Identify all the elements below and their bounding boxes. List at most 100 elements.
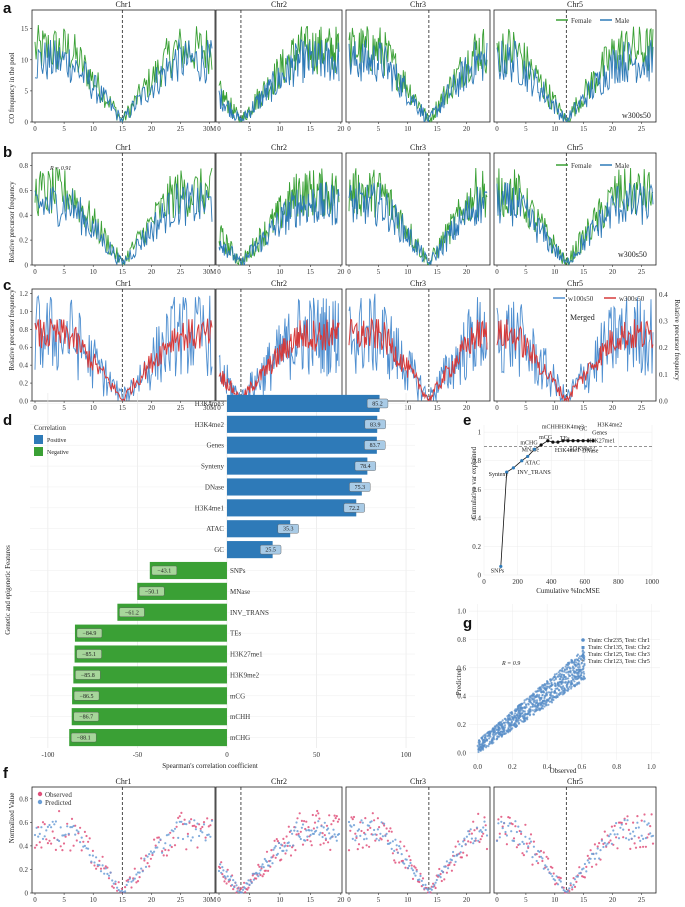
data-point (531, 856, 534, 859)
xtick-label: 200 (512, 578, 523, 586)
data-point (399, 840, 402, 843)
scatter-point (543, 695, 546, 699)
scatter-point (514, 712, 517, 715)
scatter-point (537, 704, 540, 707)
point-snps (499, 564, 503, 569)
data-point (495, 839, 499, 843)
value-label-box (119, 607, 145, 617)
data-point (167, 849, 170, 852)
xtick-label: 15 (580, 125, 588, 133)
scatter-point (496, 731, 500, 734)
scatter-point (545, 691, 548, 694)
scatter-point (531, 698, 535, 701)
scatter-point (562, 691, 565, 694)
data-point (107, 877, 111, 880)
ytick-label: 0.6 (19, 344, 28, 352)
data-point (589, 849, 592, 852)
data-point (162, 854, 165, 857)
data-point (414, 866, 417, 869)
data-point (297, 832, 300, 836)
data-point (370, 820, 373, 823)
data-point (385, 832, 388, 836)
scatter-point (577, 662, 580, 665)
scatter-point (498, 723, 501, 726)
scatter-point (563, 689, 566, 692)
data-point (598, 842, 601, 845)
data-point (112, 882, 115, 885)
data-point (465, 854, 468, 857)
data-point (146, 855, 149, 858)
data-point (232, 888, 235, 891)
legend-g-1: Train: Chr235, Test: Chr1 (588, 638, 650, 644)
data-point (114, 880, 117, 883)
xtick-label: 5 (524, 896, 528, 904)
data-point (72, 824, 75, 828)
panel-label-e: e (463, 412, 471, 429)
data-point (107, 874, 111, 877)
scatter-point (538, 697, 541, 700)
panel-label-f: f (3, 765, 9, 782)
data-point (167, 833, 170, 836)
ytick-label: 0.0 (19, 398, 28, 406)
scatter-point (570, 658, 573, 662)
facet-frame (345, 288, 491, 402)
panel-a-co-frequency: 0 5 10 15 Chr1 0 5 10 15 20 25 30M Chr2 0 5 10 15 20 Chr3 0… (21, 0, 657, 133)
bar-atac (226, 520, 291, 538)
data-point (386, 839, 389, 842)
data-point (263, 857, 266, 861)
scatter-point (490, 740, 493, 744)
xtick-label: 30M (203, 404, 217, 412)
data-point (53, 823, 56, 826)
scatter-point (523, 701, 526, 704)
data-point (125, 879, 128, 882)
data-point (64, 835, 67, 838)
data-point (448, 861, 451, 865)
data-point (149, 857, 152, 860)
data-point (135, 873, 138, 876)
data-point (273, 846, 276, 849)
xtick-label: 15 (119, 125, 127, 133)
series-line (34, 39, 213, 124)
xtick-label: 0.6 (577, 763, 586, 771)
xtick-label: 25 (638, 268, 646, 276)
scatter-point (580, 672, 583, 675)
scatter-point (575, 664, 578, 667)
data-point (306, 835, 309, 838)
data-point (395, 848, 398, 851)
data-point (479, 829, 482, 832)
scatter-point (477, 750, 480, 754)
series-line (496, 319, 654, 403)
data-point (347, 820, 351, 824)
scatter-point (567, 673, 570, 676)
data-point (172, 836, 175, 839)
data-point (465, 835, 468, 838)
data-point (177, 816, 180, 820)
scatter-point (550, 690, 554, 694)
data-point (497, 822, 500, 825)
scatter-point (513, 714, 516, 717)
scatter-point (527, 702, 530, 705)
facet-frame (31, 9, 216, 123)
data-point (538, 850, 541, 854)
scatter-point (488, 737, 491, 740)
scatter-point (482, 741, 485, 744)
data-point (153, 850, 156, 853)
bar-h3k9me2 (73, 666, 227, 684)
data-point (172, 830, 175, 833)
data-point (586, 859, 589, 862)
data-point (470, 832, 473, 835)
data-point (414, 874, 417, 877)
scatter-point (553, 679, 556, 682)
scatter-point (554, 684, 557, 687)
data-point (634, 826, 638, 830)
data-point (544, 864, 547, 867)
data-point (360, 819, 363, 822)
data-point (531, 863, 534, 866)
data-point (124, 886, 127, 889)
data-point (528, 837, 531, 840)
data-point (161, 850, 164, 853)
data-point (257, 863, 260, 867)
data-point (273, 839, 276, 842)
data-point (62, 842, 66, 845)
data-point (497, 818, 500, 821)
